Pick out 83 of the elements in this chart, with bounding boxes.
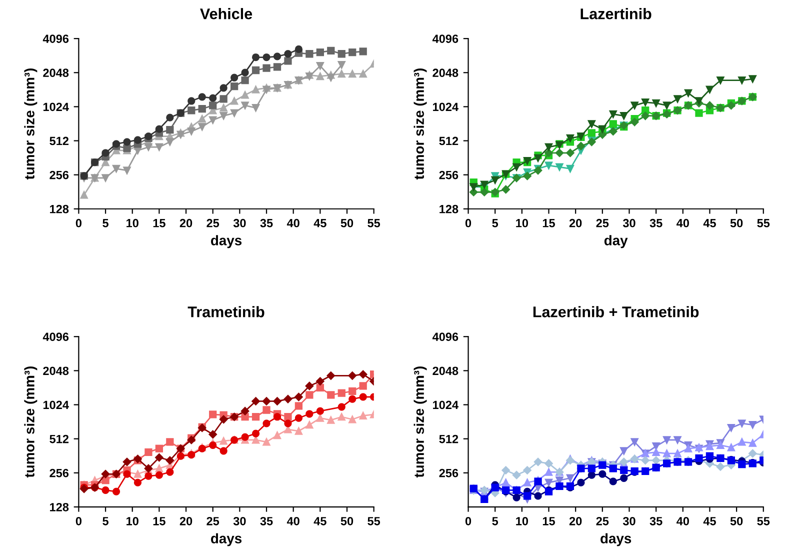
y-tick-label: 2048 — [43, 366, 69, 376]
x-tick-label: 10 — [516, 516, 528, 526]
chart-title: Lazertinib — [580, 8, 652, 20]
x-axis-title: days — [211, 533, 242, 546]
y-axis-title: tumor size (mm³) — [24, 68, 38, 180]
x-tick-label: 45 — [703, 517, 716, 526]
x-tick-label: 15 — [542, 517, 555, 526]
x-tick-label: 25 — [206, 218, 220, 228]
y-tick-label: 2048 — [432, 68, 458, 78]
y-axis-title: tumor size (mm³) — [24, 366, 38, 478]
x-tick-label: 40 — [676, 218, 689, 228]
x-tick-label: 55 — [368, 517, 380, 526]
x-tick-label: 0 — [465, 218, 472, 228]
x-tick-label: 35 — [650, 218, 662, 228]
x-tick-label: 30 — [233, 516, 246, 526]
y-tick-label: 128 — [50, 204, 69, 214]
x-tick-label: 35 — [650, 516, 662, 526]
x-tick-label: 50 — [340, 218, 354, 228]
x-tick-label: 20 — [180, 218, 192, 228]
x-tick-label: 40 — [676, 516, 689, 526]
y-axis-title: tumor size (mm³) — [414, 366, 427, 478]
x-tick-label: 55 — [757, 517, 770, 526]
x-tick-label: 0 — [76, 516, 82, 526]
y-tick-label: 256 — [439, 170, 458, 180]
y-tick-label: 512 — [439, 136, 458, 146]
y-tick-label: 512 — [50, 136, 69, 146]
x-tick-label: 50 — [340, 516, 354, 526]
x-tick-label: 45 — [314, 219, 326, 228]
x-axis-title: days — [211, 235, 242, 248]
x-tick-label: 10 — [126, 218, 138, 228]
x-tick-label: 30 — [622, 516, 636, 526]
y-tick-label: 256 — [50, 170, 69, 180]
x-tick-label: 20 — [569, 516, 582, 526]
x-tick-label: 50 — [730, 218, 743, 228]
x-tick-label: 50 — [730, 516, 743, 526]
y-tick-label: 1024 — [43, 102, 69, 112]
x-tick-label: 25 — [206, 516, 220, 526]
y-tick-label: 4096 — [42, 34, 69, 43]
x-tick-label: 25 — [596, 516, 609, 526]
y-tick-label: 512 — [50, 434, 69, 444]
x-tick-label: 20 — [569, 218, 582, 228]
x-tick-label: 40 — [286, 218, 300, 228]
y-tick-label: 4096 — [432, 332, 458, 342]
x-tick-label: 25 — [596, 218, 609, 228]
x-tick-label: 5 — [102, 517, 108, 526]
y-tick-label: 512 — [439, 434, 458, 444]
x-tick-label: 30 — [233, 218, 246, 228]
x-tick-label: 35 — [260, 218, 273, 228]
x-tick-label: 10 — [126, 516, 138, 526]
x-tick-label: 40 — [286, 516, 300, 526]
x-tick-label: 5 — [102, 219, 108, 228]
x-tick-label: 15 — [153, 219, 166, 228]
x-tick-label: 45 — [314, 517, 326, 526]
x-tick-label: 15 — [153, 517, 166, 526]
x-tick-label: 5 — [492, 517, 498, 526]
y-tick-label: 1024 — [433, 400, 458, 410]
x-tick-label: 55 — [368, 219, 380, 228]
x-tick-label: 0 — [76, 218, 82, 228]
y-tick-label: 1024 — [43, 400, 69, 410]
y-tick-label: 2048 — [432, 366, 458, 376]
y-tick-label: 4096 — [432, 34, 458, 43]
y-tick-label: 128 — [50, 502, 69, 512]
y-tick-label: 256 — [50, 468, 69, 478]
x-axis-title: day — [604, 235, 628, 248]
x-axis-title: days — [600, 533, 632, 546]
y-axis-title: tumor size (mm³) — [414, 68, 427, 180]
x-tick-label: 30 — [622, 218, 636, 228]
chart-title: Lazertinib + Trametinib — [533, 306, 699, 318]
x-tick-label: 5 — [492, 219, 498, 228]
y-tick-label: 1024 — [433, 102, 458, 112]
x-tick-label: 55 — [757, 219, 770, 228]
x-tick-label: 20 — [180, 516, 192, 526]
x-tick-label: 35 — [260, 516, 273, 526]
y-tick-label: 4096 — [42, 332, 69, 342]
chart-title: Trametinib — [188, 306, 264, 318]
y-tick-label: 256 — [439, 468, 458, 478]
y-tick-label: 128 — [440, 204, 458, 214]
x-tick-label: 45 — [703, 219, 716, 228]
x-tick-label: 10 — [516, 218, 528, 228]
chart-title: Vehicle — [200, 8, 252, 20]
x-tick-label: 15 — [542, 219, 555, 228]
x-tick-label: 0 — [465, 516, 472, 526]
y-tick-label: 2048 — [43, 68, 69, 78]
